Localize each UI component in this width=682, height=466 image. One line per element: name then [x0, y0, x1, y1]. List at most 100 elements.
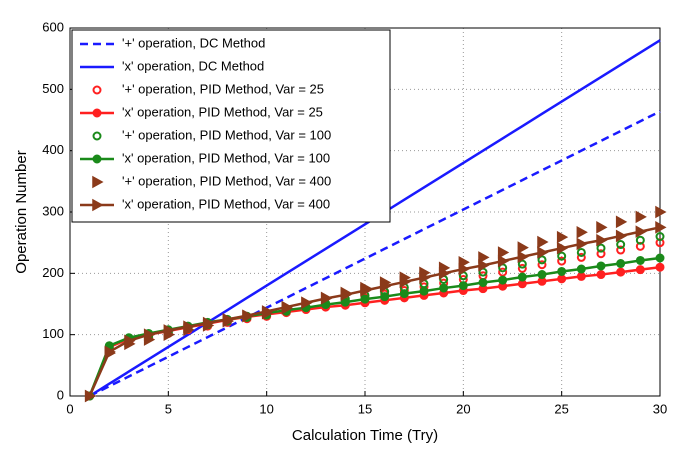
marker: [497, 254, 510, 268]
marker: [419, 271, 431, 284]
marker: [616, 267, 626, 277]
series-line: [88, 256, 661, 397]
legend-marker: [92, 175, 104, 189]
marker: [537, 235, 549, 249]
marker: [379, 279, 392, 293]
marker: [478, 278, 488, 288]
marker: [360, 284, 372, 297]
marker: [655, 232, 665, 242]
legend-marker: [92, 131, 102, 141]
marker: [537, 260, 547, 270]
marker: [124, 334, 136, 348]
marker: [320, 292, 333, 305]
marker: [556, 241, 569, 255]
marker: [655, 253, 665, 263]
marker: [616, 259, 626, 269]
legend-marker: [92, 108, 102, 118]
marker: [596, 270, 606, 280]
marker: [458, 262, 470, 276]
series-line: [88, 265, 661, 397]
marker: [616, 245, 626, 255]
legend-label: 'x' operation, PID Method, Var = 100: [122, 150, 330, 165]
marker: [556, 230, 569, 244]
marker: [380, 292, 390, 302]
marker: [301, 296, 313, 310]
marker: [517, 241, 529, 254]
marker: [596, 249, 606, 259]
legend-label: 'x' operation, DC Method: [122, 58, 264, 73]
legend-label: '+' operation, PID Method, Var = 400: [122, 173, 331, 188]
y-axis-label: Operation Number: [13, 150, 30, 273]
x-tick-label: 20: [456, 401, 470, 416]
marker: [281, 300, 293, 314]
series-line: [89, 110, 661, 398]
marker: [576, 237, 588, 251]
marker: [340, 288, 352, 302]
marker: [104, 345, 116, 359]
legend-label: '+' operation, PID Method, Var = 25: [122, 81, 324, 96]
marker: [222, 313, 234, 326]
marker: [596, 221, 608, 234]
marker: [537, 270, 547, 280]
x-tick-label: 10: [259, 401, 273, 416]
marker: [655, 262, 665, 272]
x-tick-label: 30: [653, 401, 667, 416]
marker: [517, 259, 527, 269]
marker: [615, 215, 628, 229]
marker: [635, 235, 645, 245]
marker: [655, 221, 667, 234]
marker: [478, 251, 490, 264]
marker: [596, 233, 608, 247]
y-tick-label: 0: [57, 387, 64, 402]
marker: [537, 246, 549, 259]
marker: [576, 271, 586, 281]
marker: [84, 389, 97, 403]
marker: [557, 274, 567, 284]
legend-marker: [92, 154, 102, 164]
marker: [616, 240, 626, 250]
x-axis-label: Calculation Time (Try): [292, 427, 438, 444]
marker: [360, 294, 370, 304]
x-tick-label: 25: [554, 401, 568, 416]
y-tick-label: 300: [42, 203, 64, 218]
marker: [596, 243, 606, 253]
marker: [183, 320, 195, 333]
marker: [143, 328, 156, 341]
marker: [242, 309, 254, 322]
legend-label: '+' operation, PID Method, Var = 100: [122, 127, 331, 142]
marker: [557, 251, 567, 261]
marker: [340, 297, 350, 307]
marker: [576, 247, 586, 257]
legend-box: [71, 29, 391, 223]
marker: [635, 225, 647, 238]
marker: [439, 283, 449, 293]
marker: [517, 250, 529, 264]
marker: [576, 252, 586, 262]
x-tick-label: 5: [165, 401, 172, 416]
x-tick-label: 0: [66, 401, 73, 416]
marker: [635, 210, 647, 224]
marker: [498, 275, 508, 285]
legend: '+' operation, DC Method 'x' operation, D…: [71, 29, 391, 223]
marker: [497, 246, 510, 259]
marker: [576, 264, 586, 274]
marker: [419, 286, 429, 296]
marker: [517, 263, 527, 273]
marker: [596, 261, 606, 271]
marker: [615, 229, 628, 243]
marker: [438, 267, 451, 280]
y-tick-label: 500: [42, 81, 64, 96]
marker: [478, 259, 490, 272]
y-tick-label: 600: [42, 19, 64, 34]
marker: [655, 205, 667, 219]
legend-label: '+' operation, DC Method: [122, 35, 265, 50]
marker: [537, 255, 547, 265]
marker: [261, 305, 274, 318]
legend-marker: [92, 85, 102, 95]
marker: [458, 281, 468, 291]
marker: [557, 256, 567, 266]
marker: [399, 275, 411, 289]
marker: [163, 324, 175, 337]
marker: [399, 289, 409, 299]
